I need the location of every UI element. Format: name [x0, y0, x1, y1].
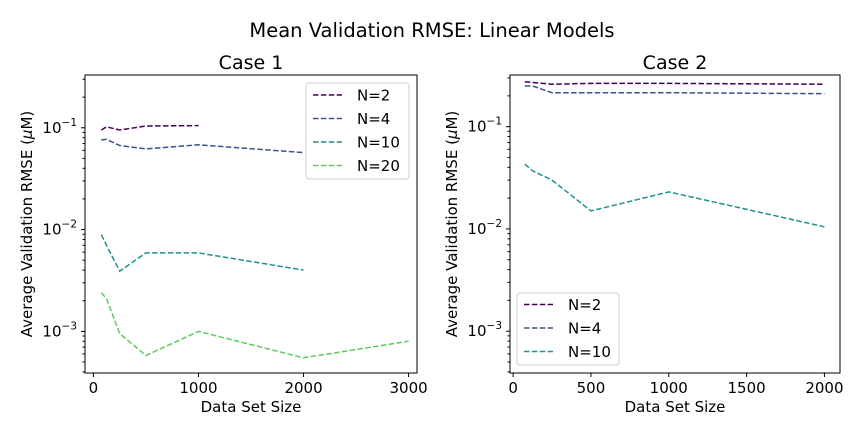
legend-label: N=20	[357, 157, 400, 175]
y-minor-ticks	[82, 78, 85, 373]
legend-label: N=2	[568, 296, 601, 314]
legend-label: N=4	[357, 110, 390, 128]
panels: Case 1 0 1000 2000 3000 10−3 10−2 10−1 Data Set …	[18, 52, 844, 416]
plot-frame	[509, 74, 841, 374]
panel-title: Case 1	[219, 52, 284, 74]
legend-box	[305, 82, 410, 180]
y-tick-label: 10−1	[42, 117, 77, 137]
x-tick-label: 1000	[650, 379, 688, 397]
legend-label: N=10	[568, 343, 611, 361]
y-tick-label: 10−2	[42, 219, 77, 239]
legend-label: N=4	[568, 320, 601, 338]
x-tick-label: 0	[89, 379, 99, 397]
y-tick-label: 10−3	[42, 320, 77, 340]
x-tick-label: 1500	[728, 379, 766, 397]
figure-title: Mean Validation RMSE: Linear Models	[249, 19, 614, 42]
series-line-n-2	[100, 124, 199, 131]
chart-panel-2: Case 2 0 500 1000 1500 2000 10−3 10−2 10−1 Data S…	[443, 52, 844, 416]
series-line-n-10	[100, 234, 304, 273]
x-axis-label: Data Set Size	[625, 398, 726, 416]
legend: N=2 N=4 N=10 N=20	[305, 82, 410, 180]
y-tick-label: 10−1	[467, 116, 502, 136]
plot-frame	[84, 74, 418, 374]
series-group	[100, 124, 409, 359]
y-minor-ticks	[507, 77, 510, 373]
x-tick-label: 2000	[805, 379, 843, 397]
x-tick-label: 1000	[179, 379, 217, 397]
chart-panel-1: Case 1 0 1000 2000 3000 10−3 10−2 10−1 Data Set …	[18, 52, 428, 416]
series-group	[524, 80, 825, 228]
y-tick-label: 10−2	[467, 218, 502, 238]
y-tick-label: 10−3	[467, 320, 502, 340]
legend-box	[516, 292, 620, 366]
y-axis-label: Average Validation RMSE (μM)	[443, 111, 461, 338]
series-line-n-2	[524, 80, 825, 85]
x-axis-label: Data Set Size	[201, 398, 302, 416]
legend-label: N=2	[357, 87, 390, 105]
series-line-n-4	[524, 85, 825, 95]
series-line-n-4	[101, 138, 304, 154]
x-tick-label: 500	[577, 379, 606, 397]
x-tick-label: 3000	[390, 379, 428, 397]
legend: N=2 N=4 N=10	[516, 292, 620, 366]
series-line-n-20	[100, 292, 409, 359]
x-tick-label: 2000	[284, 379, 322, 397]
y-axis-label: Average Validation RMSE (μM)	[18, 111, 36, 338]
x-tick-label: 0	[508, 379, 518, 397]
series-line-n-10	[524, 163, 825, 228]
panel-title: Case 2	[643, 52, 708, 74]
legend-label: N=10	[357, 134, 400, 152]
